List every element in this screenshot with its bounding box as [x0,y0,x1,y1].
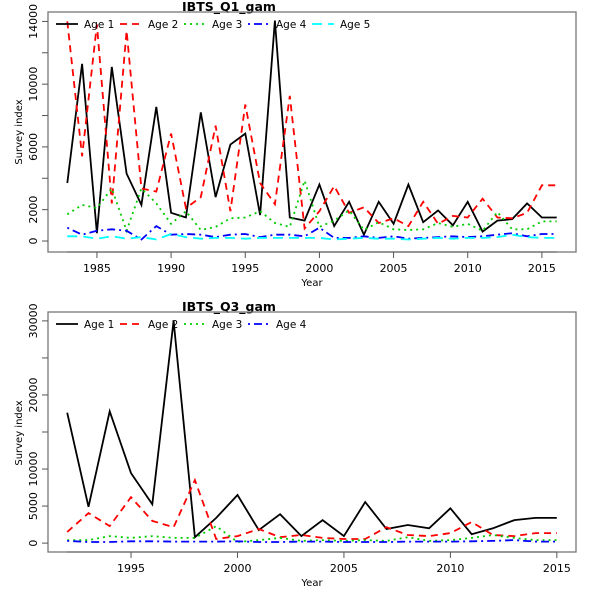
x-tick-label: 1985 [83,262,111,275]
series-line-age-2 [66,21,557,231]
series-line-age-4 [67,539,557,543]
y-tick-label: 10000 [27,452,40,487]
x-tick-label: 2000 [223,562,251,575]
series-line-age-1 [66,20,557,237]
legend-label: Age 1 [84,19,114,31]
legend: Age 1 Age 2 Age 3 Age 4 [56,319,307,331]
y-tick-label: 14000 [27,4,40,39]
x-tick-label: 2015 [543,562,571,575]
legend: Age 1 Age 2 Age 3 Age 4 Age 5 [56,19,370,31]
y-axis: 0 5000 10000 20000 30000 [27,303,48,547]
y-axis: 0 2000 6000 10000 14000 [27,4,48,245]
x-tick-label: 2000 [305,262,333,275]
x-tick-label: 2010 [454,262,482,275]
y-tick-label: 30000 [27,303,40,338]
x-tick-label: 2005 [380,262,408,275]
series-line-age-4 [66,224,557,241]
legend-label: Age 2 [148,319,178,331]
legend-label: Age 5 [340,19,370,31]
y-tick-label: 0 [27,540,40,547]
legend-label: Age 1 [84,319,114,331]
y-tick-label: 20000 [27,377,40,412]
y-tick-label: 0 [27,238,40,245]
series-line-age-1 [66,320,557,540]
y-tick-label: 10000 [27,67,40,102]
x-tick-label: 1990 [157,262,185,275]
legend-label: Age 3 [212,19,242,31]
plot-frame [47,311,577,553]
panel-ibts-q3: IBTS_Q3_gam Year Survey index 1995 2000 20… [14,299,577,589]
x-axis: 1985 1990 1995 2000 2005 2010 2015 [67,251,557,275]
x-axis: 1995 2000 2005 2010 2015 [67,551,571,575]
y-tick-label: 5000 [27,492,40,520]
x-axis-title: Year [300,278,323,289]
chart-title: IBTS_Q3_gam [182,299,276,315]
legend-label: Age 4 [276,19,307,31]
x-tick-label: 2010 [436,562,464,575]
x-tick-label: 2015 [528,262,556,275]
panel-ibts-q1: IBTS_Q1_gam Year Survey index 1985 1990 19… [14,0,577,289]
x-axis-title: Year [300,578,323,589]
x-tick-label: 1995 [231,262,259,275]
legend-label: Age 4 [276,319,307,331]
y-tick-label: 2000 [27,196,40,224]
y-axis-title: Survey index [14,99,25,164]
y-tick-label: 6000 [27,133,40,161]
chart-title: IBTS_Q1_gam [182,0,276,15]
legend-label: Age 2 [148,19,178,31]
series-line-age-3 [66,177,557,234]
series-line-age-5 [67,233,557,241]
x-tick-label: 1995 [117,562,145,575]
legend-label: Age 3 [212,319,242,331]
x-tick-label: 2005 [330,562,358,575]
y-axis-title: Survey index [14,400,25,465]
